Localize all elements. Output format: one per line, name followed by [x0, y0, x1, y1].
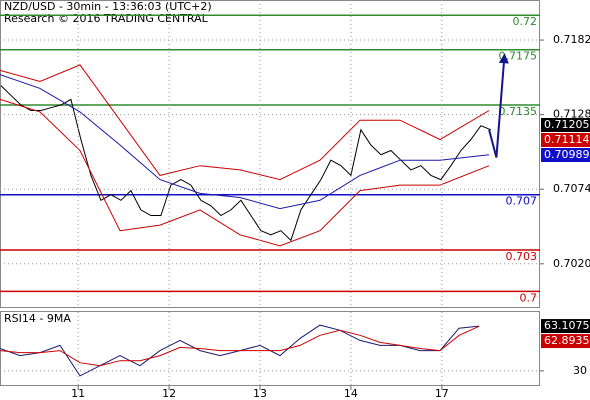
price-tag-label: 63.1075 [544, 319, 590, 332]
price-tag [541, 132, 590, 147]
chart-title: NZD/USD - 30min - 13:36:03 (UTC+2) [4, 0, 212, 13]
chart-subtitle: Research © 2016 TRADING CENTRAL [4, 12, 209, 25]
price-tag-label: 0.71205 [544, 118, 590, 131]
y-tick-label: 0.7074 [553, 182, 590, 195]
y-tick-label: 0.7020 [553, 257, 590, 270]
price-tag [541, 117, 590, 132]
price-tag-label: 0.70989 [544, 148, 590, 161]
forecast-arrow [488, 53, 509, 158]
series-line [0, 98, 490, 247]
level-label: 0.707 [506, 195, 538, 208]
x-tick-label: 13 [253, 387, 267, 400]
x-tick-label: 12 [162, 387, 176, 400]
price-tag [541, 319, 590, 334]
y-tick-label: 0.7182 [553, 33, 590, 46]
series-line [0, 74, 490, 210]
y-tick-label: 30 [573, 364, 587, 377]
x-tick-label: 17 [435, 387, 449, 400]
price-tag [541, 334, 590, 349]
price-tag [541, 147, 590, 162]
price-tag-label: 0.71114 [544, 133, 590, 146]
rsi-title: RSI14 - 9MA [4, 312, 71, 325]
rsi-panel [0, 311, 540, 386]
level-label: 0.7 [520, 291, 538, 304]
level-label: 0.72 [513, 15, 538, 28]
x-tick-label: 14 [344, 387, 358, 400]
series-line [0, 85, 492, 242]
level-label: 0.7135 [499, 105, 538, 118]
price-tag-label: 62.8935 [544, 334, 590, 347]
y-tick-label: 0.7128 [553, 108, 590, 121]
main-panel [0, 0, 540, 308]
series-line [0, 325, 480, 367]
x-tick-label: 11 [71, 387, 85, 400]
series-line [0, 64, 490, 181]
level-label: 0.703 [506, 250, 538, 263]
